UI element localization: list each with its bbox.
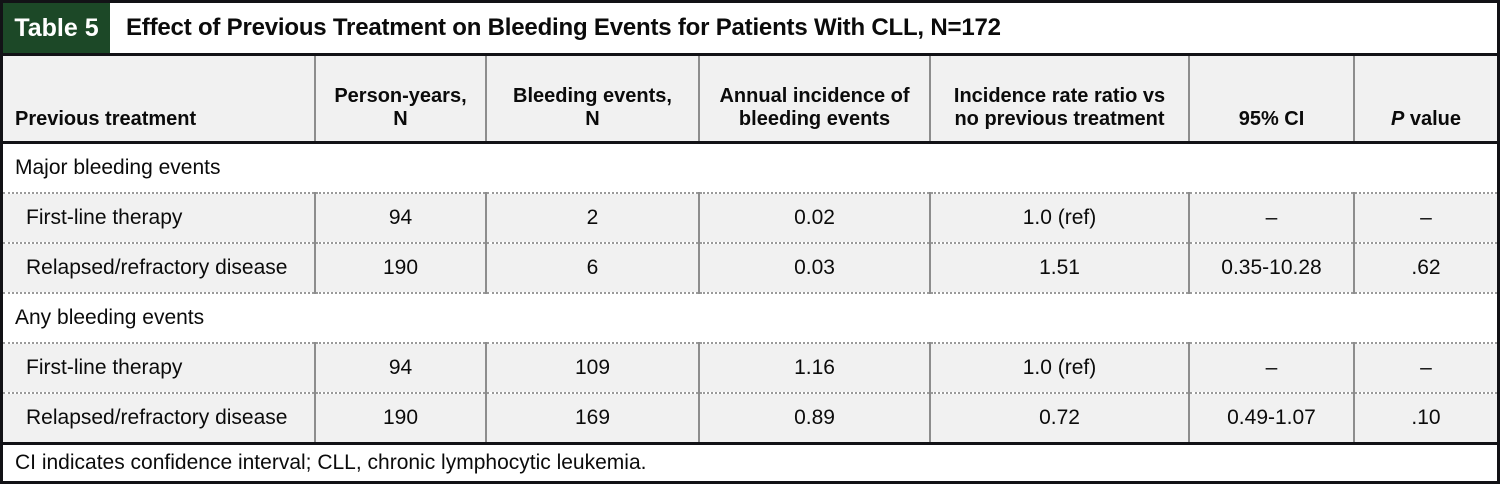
cell-annual-incidence: 0.03: [698, 242, 930, 293]
cell-p-value: .10: [1353, 392, 1497, 442]
column-header-bleeding-events: Bleeding events, N: [485, 56, 699, 144]
table-row: Relapsed/refractory disease 190 6 0.03 1…: [3, 242, 1497, 293]
table-header-row: Previous treatment Person-years, N Bleed…: [3, 56, 1497, 144]
row-label: Relapsed/refractory disease: [3, 392, 315, 442]
table-row: Relapsed/refractory disease 190 169 0.89…: [3, 392, 1497, 442]
p-value-label: value: [1409, 108, 1462, 131]
cell-95-ci: 0.49-1.07: [1188, 392, 1354, 442]
cell-incidence-rate-ratio: 1.0 (ref): [929, 192, 1189, 243]
cell-person-years: 190: [314, 242, 486, 293]
column-header-previous-treatment: Previous treatment: [3, 56, 315, 144]
title-bar: Table 5 Effect of Previous Treatment on …: [3, 3, 1497, 56]
cell-person-years: 190: [314, 392, 486, 442]
cell-p-value: –: [1353, 192, 1497, 243]
cell-incidence-rate-ratio: 1.0 (ref): [929, 342, 1189, 393]
column-header-annual-incidence: Annual incidence of bleeding events: [698, 56, 930, 144]
section-row-major-bleeding: Major bleeding events: [3, 142, 1497, 193]
cell-bleeding-events: 109: [485, 342, 699, 393]
cell-incidence-rate-ratio: 0.72: [929, 392, 1189, 442]
section-header-label: Any bleeding events: [3, 292, 1497, 343]
column-header-95-ci: 95% CI: [1188, 56, 1354, 144]
row-label: First-line therapy: [3, 192, 315, 243]
cell-annual-incidence: 0.02: [698, 192, 930, 243]
column-header-person-years: Person-years, N: [314, 56, 486, 144]
table-title: Effect of Previous Treatment on Bleeding…: [126, 14, 1001, 41]
section-header-label: Major bleeding events: [3, 142, 1497, 193]
row-label: Relapsed/refractory disease: [3, 242, 315, 293]
cell-bleeding-events: 2: [485, 192, 699, 243]
p-value-italic-p: P: [1390, 108, 1405, 131]
cell-annual-incidence: 0.89: [698, 392, 930, 442]
cell-bleeding-events: 169: [485, 392, 699, 442]
table-number-badge: Table 5: [3, 3, 110, 53]
column-header-incidence-rate-ratio: Incidence rate ratio vs no previous trea…: [929, 56, 1189, 144]
data-table: Previous treatment Person-years, N Bleed…: [3, 56, 1497, 442]
cell-95-ci: –: [1188, 342, 1354, 393]
row-label: First-line therapy: [3, 342, 315, 393]
cell-person-years: 94: [314, 342, 486, 393]
cell-person-years: 94: [314, 192, 486, 243]
table-row: First-line therapy 94 2 0.02 1.0 (ref) –…: [3, 192, 1497, 243]
cell-annual-incidence: 1.16: [698, 342, 930, 393]
cell-p-value: .62: [1353, 242, 1497, 293]
column-header-p-value: P value: [1353, 56, 1497, 144]
table-footnote: CI indicates confidence interval; CLL, c…: [3, 442, 1497, 481]
table-row: First-line therapy 94 109 1.16 1.0 (ref)…: [3, 342, 1497, 393]
section-row-any-bleeding: Any bleeding events: [3, 292, 1497, 343]
cell-incidence-rate-ratio: 1.51: [929, 242, 1189, 293]
cell-bleeding-events: 6: [485, 242, 699, 293]
cell-95-ci: 0.35-10.28: [1188, 242, 1354, 293]
cell-p-value: –: [1353, 342, 1497, 393]
cell-95-ci: –: [1188, 192, 1354, 243]
